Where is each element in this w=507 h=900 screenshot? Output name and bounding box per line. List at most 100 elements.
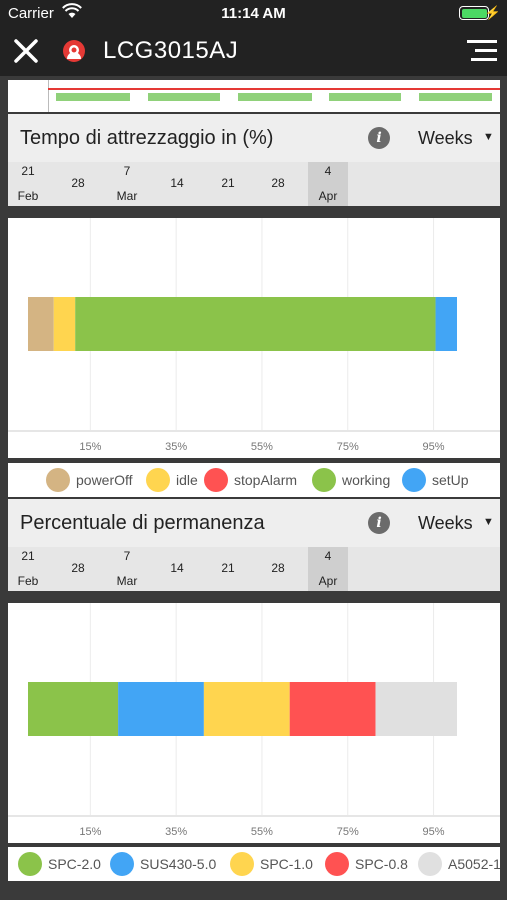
legend-swatch	[230, 852, 254, 876]
carrier-label: Carrier	[8, 5, 54, 22]
section-header-setup-time: Tempo di attrezzaggio in (%) i Weeks ▼	[8, 114, 500, 162]
battery-icon	[459, 6, 489, 20]
timeline-week-5[interactable]: 28	[258, 162, 298, 206]
x-tick-label: 35%	[165, 441, 187, 453]
brand-logo-icon	[63, 40, 85, 62]
previous-chart-fragment	[8, 80, 500, 112]
week-timeline[interactable]: 21 Feb 28 7 Mar 14 21 28 4 Apr	[8, 547, 500, 591]
timeline-week-number: 28	[271, 176, 285, 190]
x-tick-label: 55%	[251, 441, 273, 453]
timeline-week-1[interactable]: 28	[58, 547, 98, 591]
x-tick-label: 35%	[165, 826, 187, 838]
x-tick-label: 95%	[423, 826, 445, 838]
x-tick-label: 75%	[337, 441, 359, 453]
legend-label: SUS430-5.0	[140, 856, 217, 872]
caret-down-icon[interactable]: ▼	[483, 516, 494, 528]
timeline-month: Apr	[318, 574, 338, 588]
caret-down-icon[interactable]: ▼	[483, 131, 494, 143]
timeline-week-number: 7	[123, 164, 131, 178]
legend-swatch	[146, 468, 170, 492]
x-tick-label: 15%	[79, 826, 101, 838]
timeline-week-number: 7	[123, 549, 131, 563]
timeline-week-number: 21	[21, 164, 35, 178]
timeline-week-number: 21	[221, 561, 235, 575]
setup-time-chart: 15% 35% 55% 75% 95%	[8, 218, 500, 458]
timeline-month: Feb	[17, 574, 39, 588]
timeline-month: Feb	[17, 189, 39, 203]
bar-segment-spc-0.8[interactable]	[289, 682, 376, 736]
legend-swatch	[46, 468, 70, 492]
close-icon[interactable]	[12, 37, 40, 65]
legend-swatch	[204, 468, 228, 492]
wifi-icon	[62, 3, 82, 18]
legend-label: working	[342, 472, 391, 488]
section-title: Percentuale di permanenza	[20, 512, 265, 534]
legend-swatch	[402, 468, 426, 492]
x-tick-label: 55%	[251, 826, 273, 838]
week-timeline[interactable]: 21 Feb 28 7 Mar 14 21 28 4 Apr	[8, 162, 500, 206]
timeline-week-number: 28	[71, 561, 85, 575]
bar-segment-sus430-5.0[interactable]	[118, 682, 204, 736]
timeline-week-3[interactable]: 14	[157, 547, 197, 591]
timeline-week-6[interactable]: 4 Apr	[308, 547, 348, 591]
timeline-week-number: 4	[324, 164, 332, 178]
legend-label: SPC-0.8	[355, 856, 408, 872]
period-select[interactable]: Weeks	[418, 128, 473, 148]
bar-segment-working[interactable]	[75, 297, 436, 351]
timeline-week-2[interactable]: 7 Mar	[107, 547, 147, 591]
menu-icon[interactable]	[467, 38, 497, 64]
timeline-week-5[interactable]: 28	[258, 547, 298, 591]
clock: 11:14 AM	[221, 5, 286, 22]
legend-swatch	[18, 852, 42, 876]
timeline-month: Mar	[116, 189, 138, 203]
timeline-week-3[interactable]: 14	[157, 162, 197, 206]
bar-segment-spc-1.0[interactable]	[203, 682, 290, 736]
legend-label: idle	[176, 472, 198, 488]
timeline-week-6[interactable]: 4 Apr	[308, 162, 348, 206]
timeline-week-number: 28	[271, 561, 285, 575]
legend-label: A5052-1	[448, 856, 500, 872]
timeline-week-0[interactable]: 21 Feb	[8, 162, 48, 206]
bar-segment-a5052-1[interactable]	[375, 682, 457, 736]
chart-legend: SPC-2.0 SUS430-5.0 SPC-1.0 SPC-0.8 A5052-1	[8, 847, 500, 881]
nav-bar: LCG3015AJ	[0, 26, 507, 76]
x-tick-label: 15%	[79, 441, 101, 453]
timeline-week-number: 21	[21, 549, 35, 563]
charging-icon: ⚡	[484, 5, 501, 20]
status-bar: Carrier 11:14 AM ⚡	[0, 0, 507, 26]
info-icon[interactable]: i	[368, 512, 390, 534]
bar-segment-spc-2.0[interactable]	[28, 682, 119, 736]
legend-swatch	[110, 852, 134, 876]
period-select[interactable]: Weeks	[418, 513, 473, 533]
timeline-week-4[interactable]: 21	[208, 162, 248, 206]
timeline-week-number: 14	[170, 561, 184, 575]
legend-swatch	[312, 468, 336, 492]
bar-segment-idle[interactable]	[53, 297, 76, 351]
chart-legend: powerOff idle stopAlarm working setUp	[8, 463, 500, 497]
legend-label: SPC-1.0	[260, 856, 313, 872]
timeline-month: Mar	[116, 574, 138, 588]
timeline-week-number: 21	[221, 176, 235, 190]
legend-label: SPC-2.0	[48, 856, 101, 872]
timeline-week-number: 28	[71, 176, 85, 190]
timeline-month: Apr	[318, 189, 338, 203]
legend-swatch	[418, 852, 442, 876]
dwell-percentage-chart: 15% 35% 55% 75% 95%	[8, 603, 500, 843]
bar-segment-setup[interactable]	[435, 297, 457, 351]
legend-label: setUp	[432, 472, 469, 488]
timeline-week-4[interactable]: 21	[208, 547, 248, 591]
section-header-dwell-percentage: Percentuale di permanenza i Weeks ▼	[8, 499, 500, 547]
legend-label: powerOff	[76, 472, 133, 488]
timeline-week-number: 14	[170, 176, 184, 190]
legend-swatch	[325, 852, 349, 876]
bar-segment-poweroff[interactable]	[28, 297, 54, 351]
timeline-week-0[interactable]: 21 Feb	[8, 547, 48, 591]
x-tick-label: 95%	[423, 441, 445, 453]
timeline-week-2[interactable]: 7 Mar	[107, 162, 147, 206]
timeline-week-number: 4	[324, 549, 332, 563]
timeline-week-1[interactable]: 28	[58, 162, 98, 206]
info-icon[interactable]: i	[368, 127, 390, 149]
section-title: Tempo di attrezzaggio in (%)	[20, 127, 274, 149]
x-tick-label: 75%	[337, 826, 359, 838]
page-title: LCG3015AJ	[103, 37, 239, 64]
